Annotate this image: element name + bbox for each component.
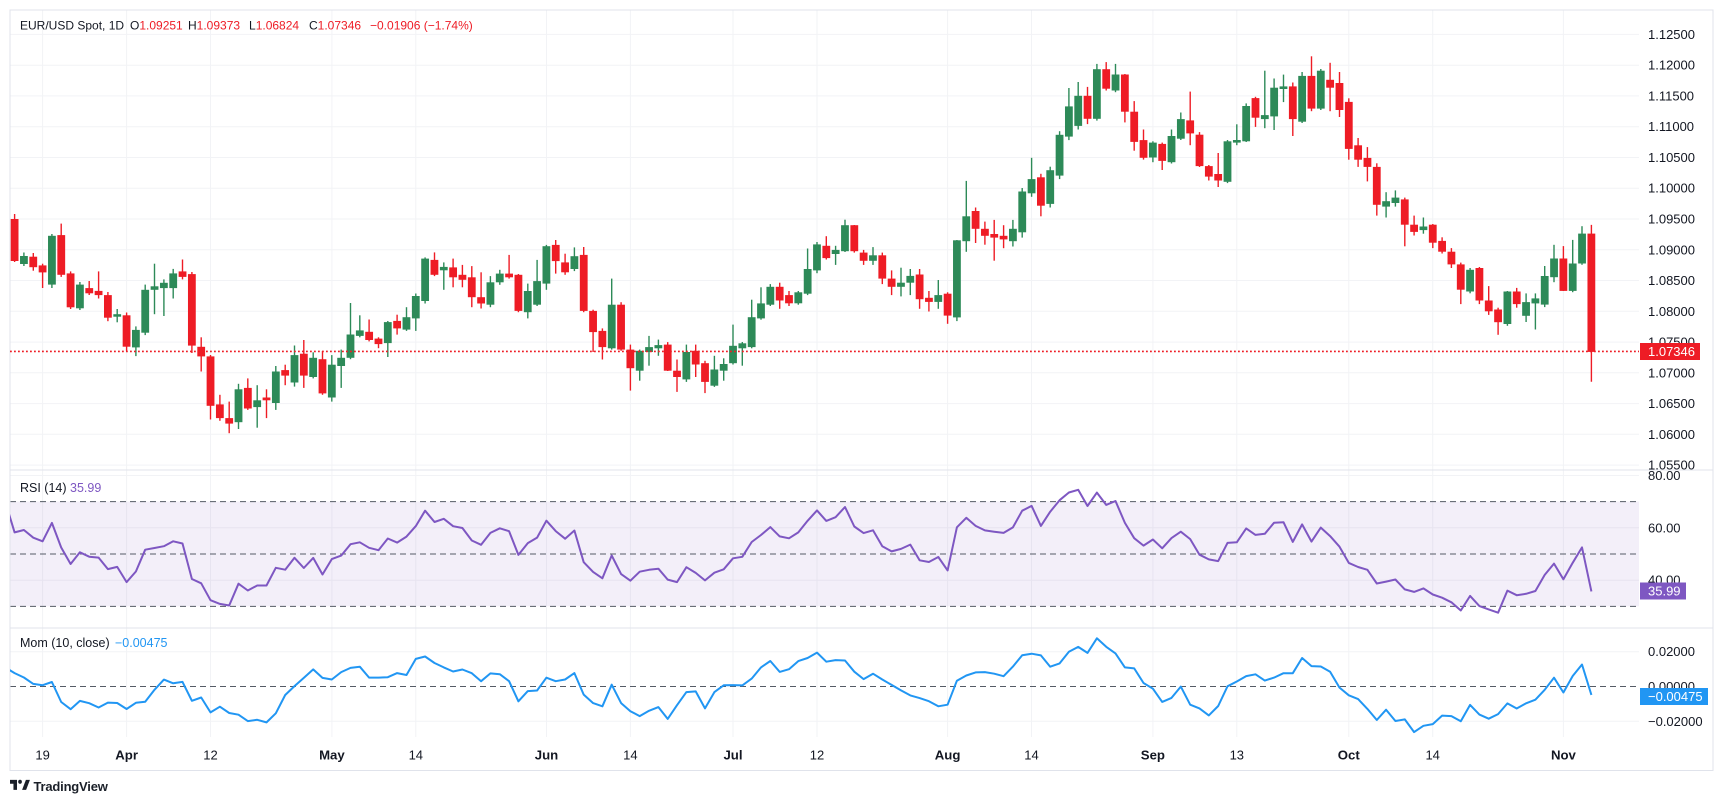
svg-text:−0.00475: −0.00475	[1648, 689, 1703, 704]
svg-text:13: 13	[1230, 748, 1244, 763]
svg-text:1.09500: 1.09500	[1648, 212, 1695, 227]
svg-text:1.07000: 1.07000	[1648, 365, 1695, 380]
svg-text:12: 12	[203, 748, 217, 763]
svg-text:1.10500: 1.10500	[1648, 150, 1695, 165]
svg-text:80.00: 80.00	[1648, 468, 1681, 483]
svg-text:1.07346: 1.07346	[1648, 344, 1695, 359]
svg-text:Jul: Jul	[723, 748, 742, 763]
svg-text:O1.09251: O1.09251	[130, 19, 183, 33]
svg-text:12: 12	[810, 748, 824, 763]
svg-text:Apr: Apr	[115, 748, 138, 763]
svg-text:Nov: Nov	[1551, 748, 1577, 763]
svg-text:1.11500: 1.11500	[1648, 88, 1694, 103]
svg-text:May: May	[319, 748, 345, 763]
svg-text:−0.01906 (−1.74%): −0.01906 (−1.74%)	[370, 19, 473, 33]
svg-text:Jun: Jun	[535, 748, 558, 763]
svg-text:Aug: Aug	[935, 748, 961, 763]
svg-text:1.12000: 1.12000	[1648, 58, 1695, 73]
svg-text:Oct: Oct	[1338, 748, 1361, 763]
svg-text:Mom (10, close)−0.00475: Mom (10, close) −0.00475	[20, 636, 168, 650]
svg-text:C1.07346: C1.07346	[309, 19, 361, 33]
svg-text:TradingView: TradingView	[34, 779, 109, 794]
svg-text:1.08500: 1.08500	[1648, 273, 1695, 288]
svg-text:14: 14	[1425, 748, 1439, 763]
svg-text:14: 14	[409, 748, 423, 763]
svg-text:1.05500: 1.05500	[1648, 458, 1695, 473]
svg-text:1.09000: 1.09000	[1648, 242, 1695, 257]
svg-text:1.06500: 1.06500	[1648, 396, 1695, 411]
svg-text:1.10000: 1.10000	[1648, 181, 1695, 196]
svg-text:RSI (14)35.99: RSI (14) 35.99	[20, 481, 101, 495]
svg-text:1.06000: 1.06000	[1648, 427, 1695, 442]
svg-text:14: 14	[623, 748, 637, 763]
svg-text:1.11000: 1.11000	[1648, 119, 1694, 134]
svg-text:−0.02000: −0.02000	[1648, 714, 1703, 729]
svg-text:14: 14	[1024, 748, 1038, 763]
svg-text:H1.09373: H1.09373	[188, 19, 240, 33]
svg-text:35.99: 35.99	[1648, 584, 1681, 599]
svg-text:60.00: 60.00	[1648, 520, 1681, 535]
svg-text:19: 19	[35, 748, 49, 763]
svg-text:0.02000: 0.02000	[1648, 644, 1695, 659]
svg-text:Sep: Sep	[1141, 748, 1165, 763]
svg-text:EUR/USD Spot, 1D: EUR/USD Spot, 1D	[20, 19, 124, 33]
svg-text:1.12500: 1.12500	[1648, 27, 1695, 42]
svg-text:L1.06824: L1.06824	[249, 19, 299, 33]
svg-text:1.08000: 1.08000	[1648, 304, 1695, 319]
